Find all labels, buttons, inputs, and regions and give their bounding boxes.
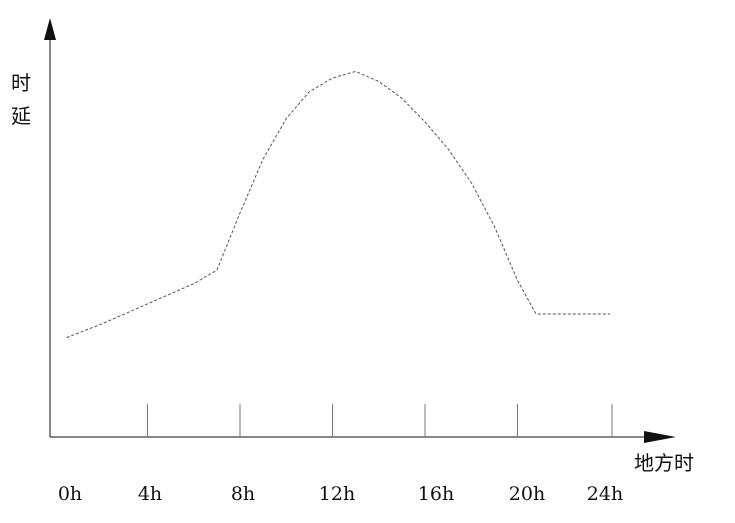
x-tick-label-12h: 12h [319,483,355,505]
axes [44,18,676,443]
x-tick-label-4h: 4h [138,483,162,505]
series-layer [66,70,610,339]
x-axis-label: 地方时 [634,451,694,475]
x-tick-label-8h: 8h [231,483,255,505]
y-axis-label-char-1: 时 [11,71,31,95]
x-tick-label-24h: 24h [587,483,623,505]
y-axis-label: 时 延 [11,71,31,128]
x-tick-label-20h: 20h [509,483,545,505]
y-axis-arrow [44,18,56,40]
x-tick-label-0h: 0h [58,483,82,505]
y-axis-label-char-2: 延 [11,104,31,128]
x-axis-arrow [644,431,676,443]
x-tick-label-16h: 16h [418,483,454,505]
x-ticks: 0h 4h 8h 12h 16h 20h 24h [58,404,623,505]
series-line [66,70,610,339]
